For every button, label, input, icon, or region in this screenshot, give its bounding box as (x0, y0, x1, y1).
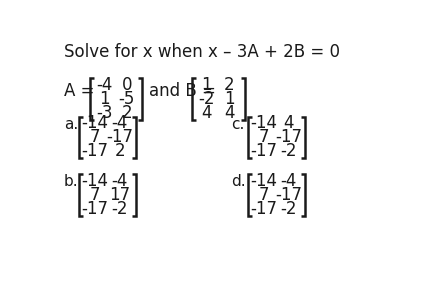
Text: -17: -17 (276, 186, 302, 204)
Text: 4: 4 (224, 104, 234, 122)
Text: 7: 7 (259, 186, 269, 204)
Text: -4: -4 (96, 76, 113, 94)
Text: a.: a. (64, 117, 78, 132)
Text: -3: -3 (96, 104, 113, 122)
Text: -2: -2 (198, 90, 215, 108)
Text: -4: -4 (112, 114, 128, 132)
Text: 17: 17 (110, 186, 131, 204)
Text: -17: -17 (81, 200, 109, 218)
Text: c.: c. (231, 117, 245, 132)
Text: -14: -14 (251, 114, 278, 132)
Text: 4: 4 (283, 114, 294, 132)
Text: 2: 2 (224, 76, 234, 94)
Text: 0: 0 (122, 76, 132, 94)
Text: -17: -17 (81, 142, 109, 160)
Text: -17: -17 (251, 200, 278, 218)
Text: -17: -17 (276, 128, 302, 146)
Text: -2: -2 (281, 200, 297, 218)
Text: -2: -2 (112, 200, 128, 218)
Text: -14: -14 (81, 172, 109, 190)
Text: 2: 2 (121, 104, 132, 122)
Text: 7: 7 (90, 128, 100, 146)
Text: 7: 7 (259, 128, 269, 146)
Text: Solve for x when x – 3A + 2B = 0: Solve for x when x – 3A + 2B = 0 (64, 42, 340, 61)
Text: A =: A = (64, 82, 95, 100)
Text: b.: b. (64, 175, 79, 189)
Text: 2: 2 (115, 142, 125, 160)
Text: 1: 1 (99, 90, 110, 108)
Text: 4: 4 (201, 104, 212, 122)
Text: -4: -4 (112, 172, 128, 190)
Text: -14: -14 (81, 114, 109, 132)
Text: 1: 1 (201, 76, 212, 94)
Text: -4: -4 (281, 172, 297, 190)
Text: 7: 7 (90, 186, 100, 204)
Text: -14: -14 (251, 172, 278, 190)
Text: -5: -5 (119, 90, 135, 108)
Text: 1: 1 (224, 90, 234, 108)
Text: d.: d. (231, 175, 246, 189)
Text: -17: -17 (106, 128, 133, 146)
Text: and B =: and B = (149, 82, 216, 100)
Text: -2: -2 (281, 142, 297, 160)
Text: -17: -17 (251, 142, 278, 160)
